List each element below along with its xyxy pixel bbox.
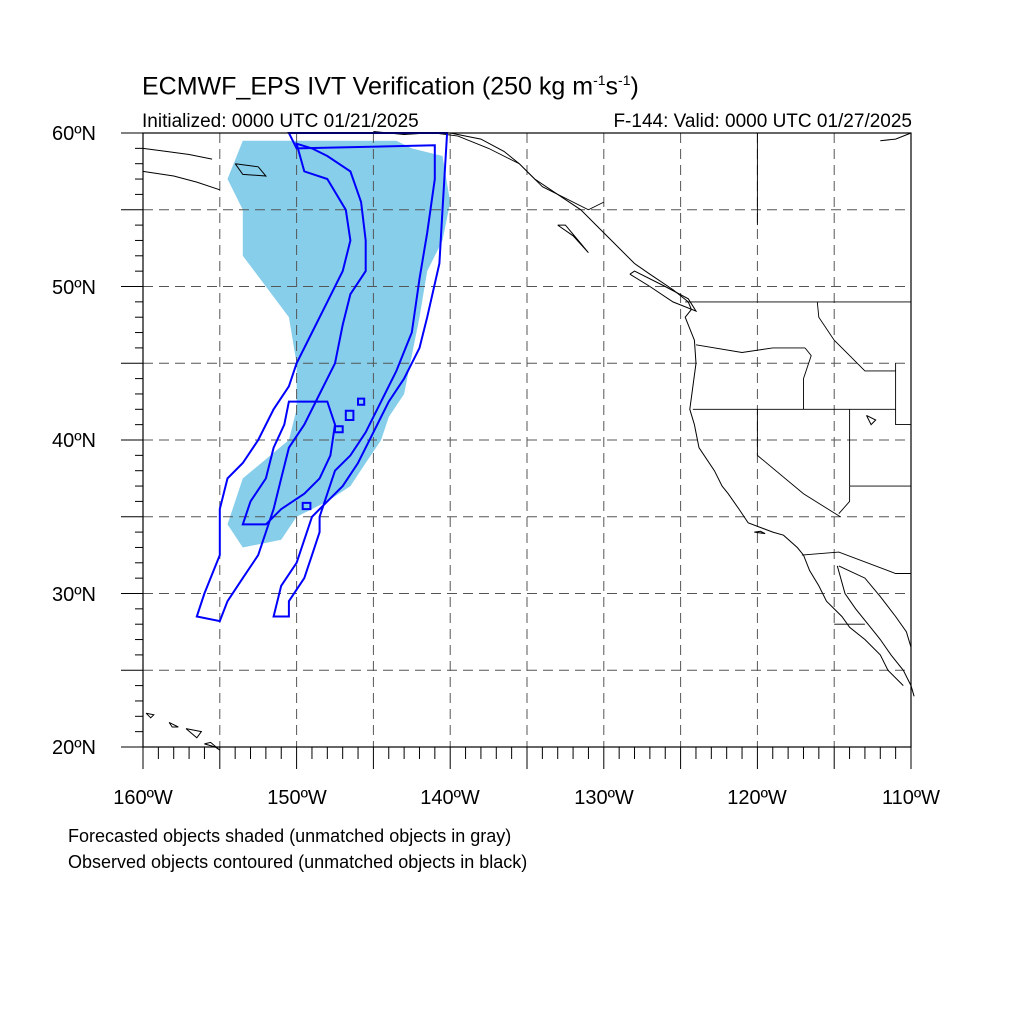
title-unit-s: s [605,72,619,101]
coastline-west-coast [450,132,904,686]
lat-label-20: 20ºN [52,737,96,759]
chart-title: ECMWF_EPS IVT Verification (250 kg m-1s-… [142,72,639,101]
border-washington-oregon [695,344,805,353]
lon-label-130w: 130ºW [574,787,634,809]
title-exponent-2: -1 [618,72,631,88]
lon-label-140w: 140ºW [420,787,480,809]
coastline-mexico-mainland [838,565,912,648]
observed-ivt-contour [334,425,344,434]
coastline-gulf-of-california [836,565,915,697]
island-hawaii-maui [185,728,203,739]
lon-label-150w: 150ºW [267,787,327,809]
coastline-hudson-bay-edge [880,132,912,142]
observed-ivt-contour [344,409,355,421]
border-alaska-bc [434,132,605,211]
observed-ivt-contour [301,501,312,511]
lat-label-40: 40ºN [52,430,96,452]
island-haida-gwaii [557,224,589,254]
lon-label-110w: 110ºW [881,787,941,809]
channel-islands [754,530,766,535]
footnote-observed: Observed objects contoured (unmatched ob… [68,852,528,872]
plot-frame [142,132,912,748]
border-oregon-idaho [803,347,812,410]
footnote-forecast: Forecasted objects shaded (unmatched obj… [68,826,512,846]
border-idaho-montana [816,301,896,372]
axis-ticks [121,132,912,769]
valid-time-label: F-144: Valid: 0000 UTC 01/27/2025 [613,111,912,132]
observed-ivt-contour [357,397,366,406]
border-wyoming [895,363,911,426]
coastline-alaska-peninsula [142,147,213,160]
lon-label-120w: 120ºW [727,787,787,809]
border-us-mexico [801,551,911,574]
graticule-grid [143,133,911,747]
init-time-label: Initialized: 0000 UTC 01/21/2025 [142,111,419,132]
lat-label-50: 50ºN [52,277,96,299]
observed-contours-layer [195,132,449,623]
coastline-bering [142,170,220,191]
observed-ivt-contour [272,132,449,618]
island-hawaii-big [204,741,221,751]
title-text: ECMWF_EPS IVT Verification (250 kg m [142,72,594,101]
title-exponent-1: -1 [593,72,606,88]
border-nevada-arizona [838,486,851,514]
title-close: ) [630,72,639,101]
coastline-layer [142,131,915,751]
island-hawaii-kauai [145,712,155,719]
lat-label-60: 60ºN [52,123,96,145]
observed-ivt-contour [195,142,367,623]
island-kodiak [234,163,268,177]
great-salt-lake [866,414,877,426]
island-vancouver [629,270,698,313]
lat-label-30: 30ºN [52,584,96,606]
island-hawaii-oahu [168,721,179,728]
lon-label-160w: 160ºW [113,787,173,809]
border-california-nevada [756,409,841,518]
